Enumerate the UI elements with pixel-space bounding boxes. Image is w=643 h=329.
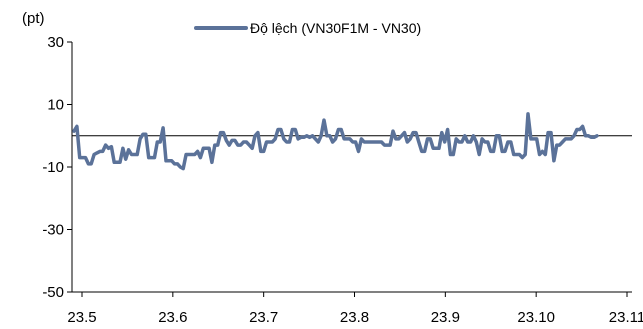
x-tick-label: 23.6 [158, 309, 187, 326]
x-tick-label: 23.11 [609, 309, 643, 326]
y-axis-unit-label: (pt) [22, 10, 45, 27]
x-tick-label: 23.8 [340, 309, 369, 326]
axes [71, 42, 632, 293]
x-tick-label: 23.10 [517, 309, 555, 326]
y-tick-label: -50 [42, 284, 64, 301]
series-line-deviation [72, 112, 599, 171]
legend: Độ lệch (VN30F1M - VN30) [194, 20, 421, 36]
x-tick-label: 23.9 [431, 309, 460, 326]
legend-label-deviation: Độ lệch (VN30F1M - VN30) [250, 20, 421, 36]
y-tick-label: 10 [47, 97, 64, 114]
series-layer [72, 112, 599, 171]
x-tick-label: 23.5 [67, 309, 96, 326]
y-tick-label: 30 [47, 34, 64, 51]
x-tick-label: 23.7 [249, 309, 278, 326]
y-tick-label: -10 [42, 159, 64, 176]
y-tick-label: -30 [42, 222, 64, 239]
